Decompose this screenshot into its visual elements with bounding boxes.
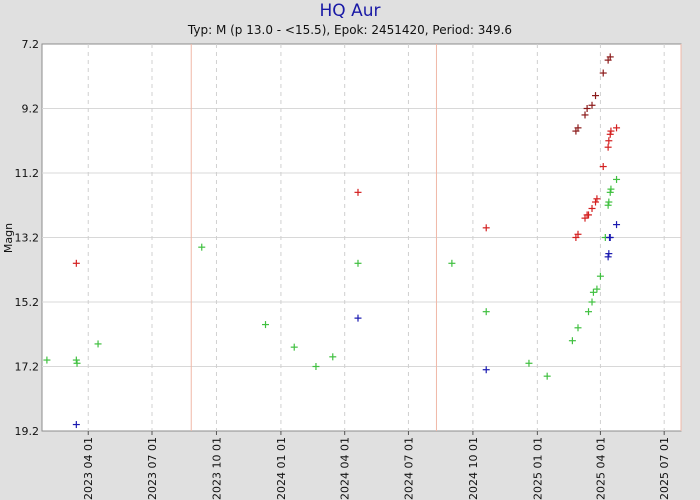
- y-axis: 7.2 9.2 11.2 13.2 15.2 17.2 19.2: [15, 38, 40, 438]
- y-tick-label: 13.2: [15, 232, 40, 245]
- y-tick-label: 7.2: [22, 38, 40, 51]
- x-tick-label: 2025 01 01: [531, 437, 544, 500]
- data-point-red: [593, 195, 601, 203]
- grid: [42, 44, 681, 431]
- data-point-blue: [613, 221, 621, 229]
- data-point-blue: [482, 366, 490, 374]
- data-point-red: [482, 224, 490, 232]
- data-point-green: [607, 185, 615, 193]
- y-tick-label: 11.2: [15, 167, 40, 180]
- x-tick-label: 2025 04 01: [594, 437, 607, 500]
- data-point-green: [606, 188, 614, 196]
- y-tick-label: 17.2: [15, 361, 40, 374]
- data-point-green: [543, 372, 551, 380]
- x-tick-label: 2023 07 01: [146, 437, 159, 500]
- x-tick-label: 2025 07 01: [658, 437, 671, 500]
- data-point-darkred: [581, 111, 589, 119]
- data-point-green: [198, 243, 206, 251]
- data-point-darkred: [606, 53, 614, 61]
- data-point-darkred: [592, 92, 600, 100]
- data-point-darkred: [599, 69, 607, 77]
- data-point-green: [593, 285, 601, 293]
- data-points: [43, 53, 621, 429]
- data-point-green: [604, 201, 612, 209]
- data-point-red: [606, 130, 614, 138]
- y-tick-label: 15.2: [15, 296, 40, 309]
- chart-title: HQ Aur: [319, 1, 381, 21]
- data-point-green: [73, 359, 81, 367]
- x-tick-label: 2024 10 01: [467, 437, 480, 500]
- data-point-green: [482, 308, 490, 316]
- data-point-darkred: [574, 124, 582, 132]
- data-point-green: [613, 175, 621, 183]
- data-point-green: [605, 198, 613, 206]
- data-point-green: [72, 356, 80, 364]
- data-point-red: [585, 211, 593, 219]
- data-point-green: [312, 363, 320, 370]
- y-tick-label: 9.2: [22, 103, 40, 116]
- y-tick-label: 19.2: [15, 425, 40, 438]
- data-point-green: [354, 259, 362, 267]
- data-point-red: [588, 204, 596, 212]
- chart-subtitle: Typ: M (p 13.0 - <15.5), Epok: 2451420, …: [187, 23, 513, 37]
- data-point-red: [72, 259, 80, 267]
- data-point-green: [568, 337, 576, 345]
- x-axis: 2023 04 01 2023 07 01 2023 10 01 2024 01 01…: [82, 431, 671, 500]
- data-point-blue: [606, 234, 614, 241]
- data-point-red: [613, 124, 621, 132]
- data-point-green: [290, 343, 298, 351]
- data-point-darkred: [583, 105, 591, 112]
- data-point-red: [604, 143, 612, 151]
- y-axis-label: Magn: [2, 223, 15, 253]
- phase-markers: [190, 44, 682, 431]
- data-point-green: [262, 321, 270, 329]
- data-point-blue: [604, 253, 612, 261]
- data-point-darkred: [588, 101, 596, 109]
- data-point-green: [585, 308, 593, 316]
- data-point-green: [574, 324, 582, 332]
- x-tick-label: 2024 07 01: [402, 437, 415, 500]
- x-tick-label: 2024 04 01: [339, 437, 352, 500]
- data-point-green: [589, 288, 597, 296]
- data-point-red: [574, 230, 582, 238]
- data-point-green: [525, 359, 533, 367]
- data-point-green: [94, 340, 102, 348]
- data-point-green: [588, 298, 596, 306]
- data-point-red: [592, 198, 600, 206]
- data-point-red: [354, 188, 362, 196]
- data-point-green: [43, 356, 51, 364]
- data-point-green: [596, 272, 604, 280]
- data-point-red: [607, 127, 615, 135]
- data-point-blue: [72, 421, 80, 429]
- x-tick-label: 2024 01 01: [275, 437, 288, 500]
- data-point-blue: [605, 250, 613, 258]
- data-point-blue: [354, 314, 362, 322]
- data-point-green: [329, 353, 337, 361]
- x-tick-label: 2023 04 01: [82, 437, 95, 500]
- x-tick-label: 2023 10 01: [210, 437, 223, 500]
- data-point-red: [605, 137, 613, 145]
- data-point-green: [448, 259, 456, 267]
- data-point-red: [599, 163, 607, 171]
